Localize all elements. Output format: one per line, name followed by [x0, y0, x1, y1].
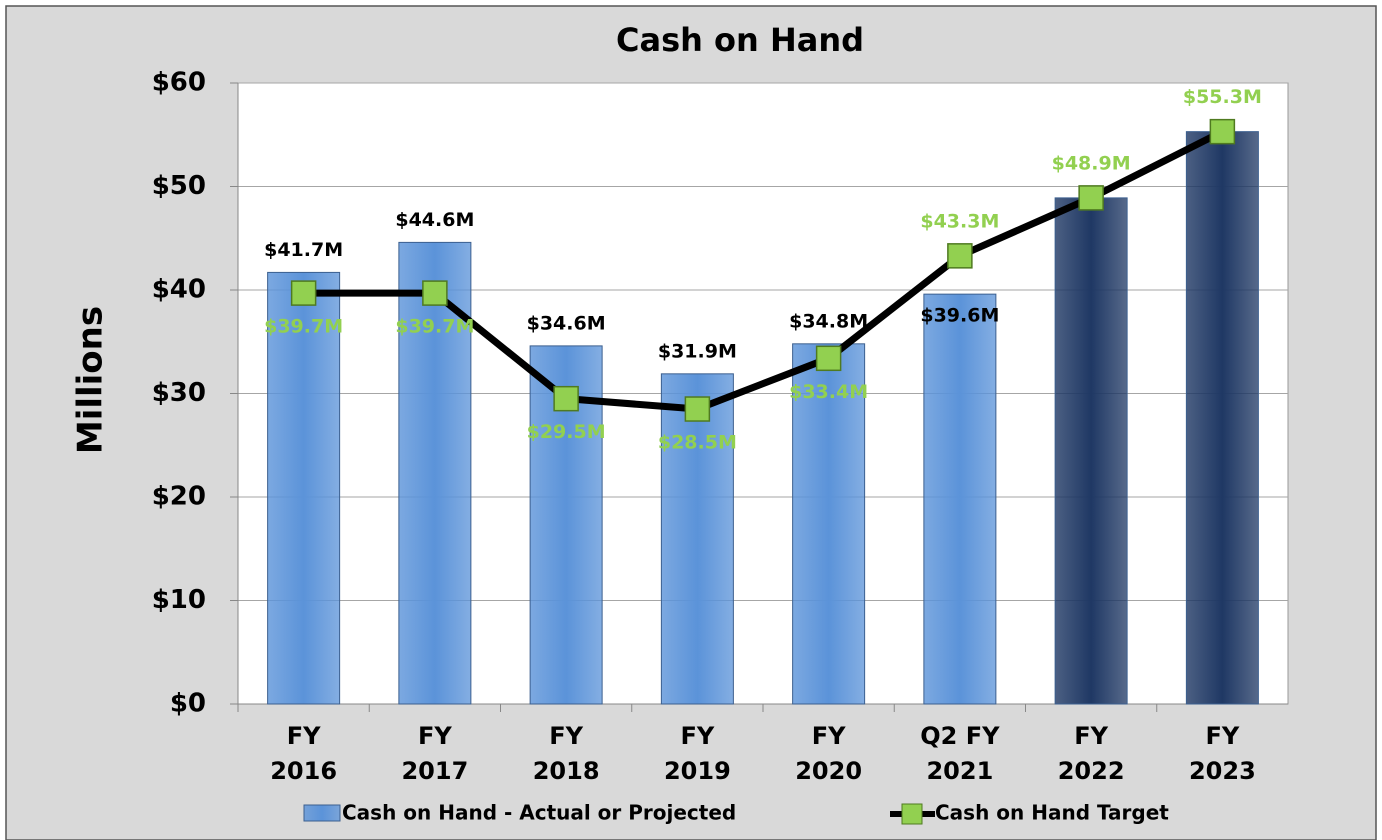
legend-label: Cash on Hand Target [935, 801, 1169, 825]
y-tick-label: $60 [152, 68, 206, 98]
target-marker [1209, 118, 1236, 145]
target-marker [947, 243, 973, 269]
y-tick-label: $40 [152, 275, 206, 305]
legend-swatch [303, 804, 341, 822]
target-marker [684, 396, 711, 422]
target-marker [1078, 185, 1104, 211]
target-marker [815, 345, 842, 372]
x-tick-label: FY 2018 [533, 722, 600, 785]
chart-title: Cash on Hand [616, 21, 864, 59]
target-value-label: $55.3M [1183, 86, 1262, 108]
bar [398, 241, 472, 705]
x-tick-label: Q2 FY 2021 [920, 722, 1000, 785]
bar [792, 343, 866, 705]
x-tick-label: FY 2017 [401, 722, 468, 785]
y-tick-label: $20 [152, 482, 206, 512]
bar [660, 373, 734, 705]
y-tick-label: $30 [152, 378, 206, 408]
x-tick-label: FY 2016 [270, 722, 337, 785]
legend-marker [901, 803, 923, 825]
target-value-label: $39.7M [264, 316, 343, 338]
x-tick-label: FY 2019 [664, 722, 731, 785]
target-line [303, 128, 1224, 413]
bar [267, 271, 341, 705]
y-axis-label: Millions [71, 306, 111, 454]
target-value-label: $33.4M [789, 381, 868, 403]
target-value-label: $29.5M [527, 421, 606, 443]
target-marker [290, 280, 317, 306]
legend-label: Cash on Hand - Actual or Projected [342, 801, 736, 825]
bar [1185, 131, 1259, 705]
bar-value-label: $44.6M [395, 209, 474, 231]
target-value-label: $28.5M [658, 432, 737, 454]
target-value-label: $43.3M [920, 210, 999, 232]
target-value-label: $48.9M [1052, 152, 1131, 174]
bar-value-label: $31.9M [658, 340, 737, 362]
x-tick-label: FY 2023 [1189, 722, 1256, 785]
bar [1054, 197, 1128, 705]
target-value-label: $39.7M [395, 316, 474, 338]
x-tick-label: FY 2020 [795, 722, 862, 785]
y-tick-label: $0 [170, 689, 206, 719]
bar-value-label: $34.6M [527, 312, 606, 334]
y-tick-label: $10 [152, 585, 206, 615]
x-tick-label: FY 2022 [1058, 722, 1125, 785]
target-marker [553, 385, 579, 412]
bar [923, 293, 997, 705]
bar-value-label: $39.6M [920, 305, 999, 327]
bar-value-label: $34.8M [789, 310, 868, 332]
bar-value-label: $41.7M [264, 239, 343, 261]
target-marker [422, 280, 448, 306]
y-tick-label: $50 [152, 171, 206, 201]
